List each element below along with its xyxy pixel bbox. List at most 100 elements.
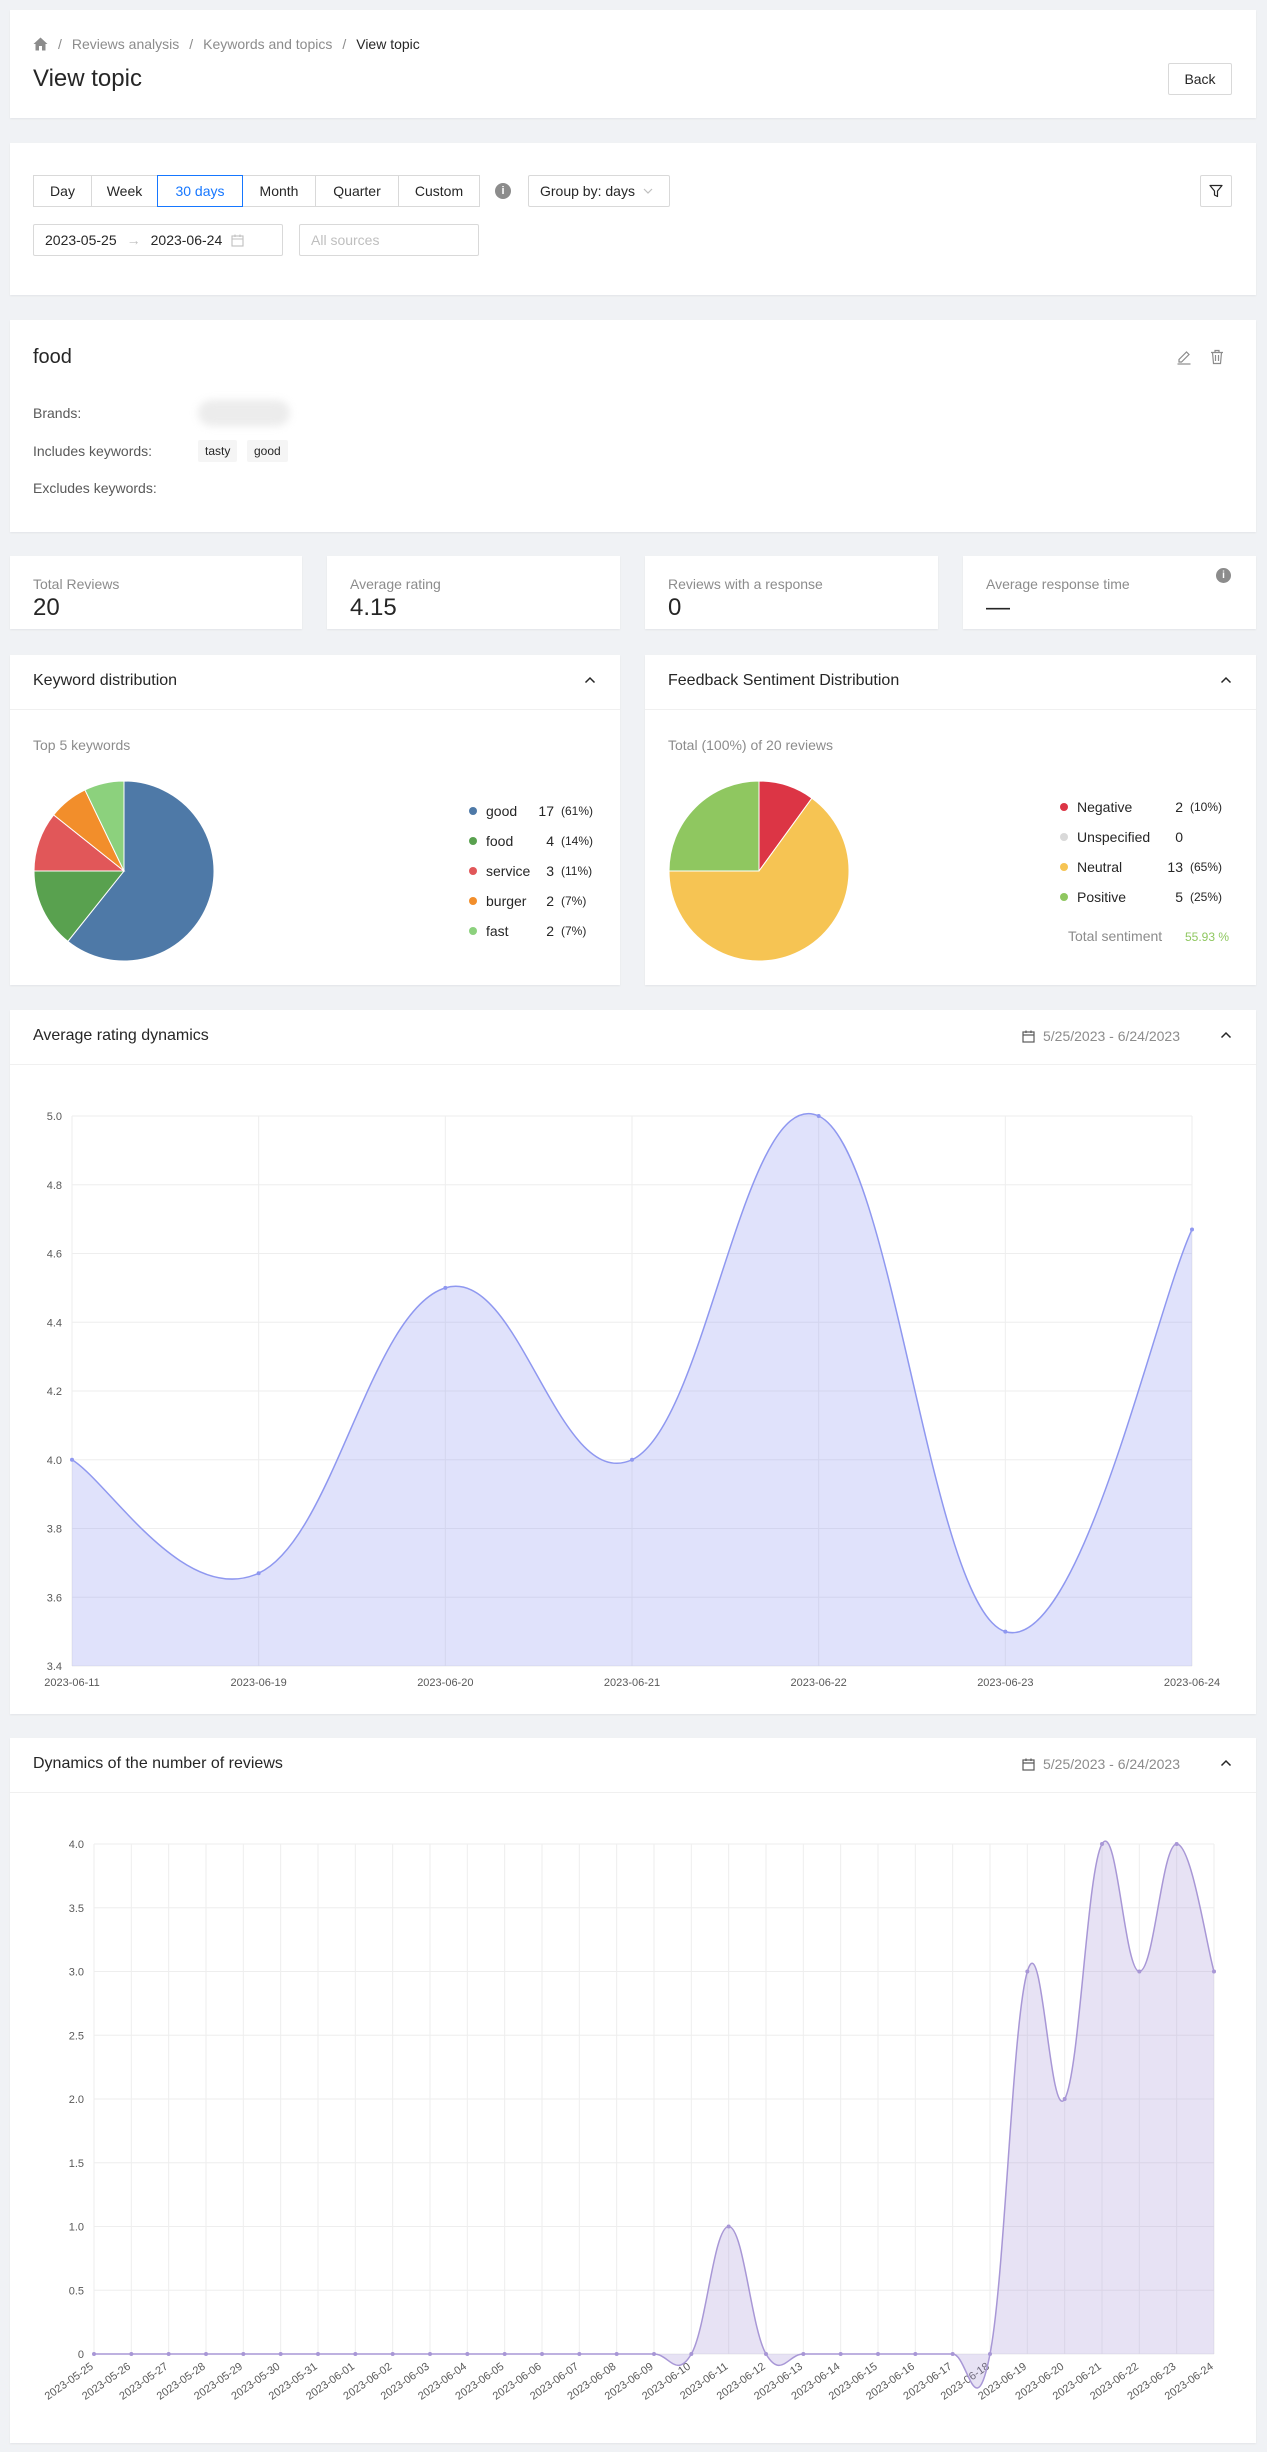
pie-slice [668,780,760,872]
data-point [689,2352,694,2356]
legend-count: 0 [1175,829,1183,845]
period-month[interactable]: Month [242,175,316,207]
legend-dot [469,867,477,875]
delete-icon[interactable] [1209,349,1225,365]
period-quarter[interactable]: Quarter [315,175,399,207]
legend-pct: (65%) [1190,860,1223,874]
topic-card: food Brands: Includes keywords: tasty go… [10,320,1256,532]
page-header: / Reviews analysis / Keywords and topics… [10,10,1256,118]
stat-average-response-time: Average response time — i [963,556,1256,629]
legend-item: Neutral 13 (65%) [1060,857,1224,877]
filter-button[interactable] [1200,175,1232,207]
legend-pct: (7%) [561,924,587,938]
period-custom[interactable]: Custom [398,175,480,207]
chevron-up-icon[interactable] [1220,1759,1232,1767]
total-sentiment-value: 55.93 % [1185,930,1230,944]
chevron-up-icon[interactable] [584,676,596,684]
breadcrumb-item-reviews[interactable]: Reviews analysis [71,36,180,52]
data-point [256,1571,261,1576]
group-by-select[interactable]: Group by: days [528,175,670,207]
x-tick-label: 2023-06-11 [44,1677,99,1689]
data-point [1212,1969,1216,1974]
period-30-days[interactable]: 30 days [157,175,243,207]
legend-dot [1060,833,1068,841]
pie-slice [33,870,126,943]
period-week[interactable]: Week [91,175,158,207]
legend-count: 4 [546,833,554,849]
data-point [764,2352,768,2356]
data-point [390,2352,395,2356]
legend-label: burger [486,893,527,909]
data-point [950,2352,955,2356]
back-button[interactable]: Back [1168,63,1232,95]
legend-label: service [486,863,531,879]
legend-item: Negative 2 (10%) [1060,797,1224,817]
data-point [502,2352,507,2356]
y-tick-label: 2.0 [69,2094,84,2106]
data-point [816,1114,821,1118]
date-to[interactable]: 2023-06-24 [150,232,223,248]
x-tick-label: 2023-06-22 [791,1677,847,1689]
y-tick-label: 3.0 [69,1967,84,1979]
sources-select[interactable]: All sources [299,224,479,256]
edit-icon[interactable] [1176,349,1192,365]
breadcrumb-current: View topic [356,36,420,52]
data-point [614,2352,619,2356]
card-title: Dynamics of the number of reviews [33,1755,283,1772]
info-icon[interactable]: i [1216,568,1231,583]
data-point [166,2352,171,2356]
sentiment-subtitle: Total (100%) of 20 reviews [668,737,833,753]
date-range-label[interactable]: 5/25/2023 - 6/24/2023 [1043,1028,1181,1044]
chevron-up-icon[interactable] [1220,1031,1232,1039]
keyword-distribution-card: Keyword distribution Top 5 keywords good… [10,655,620,985]
legend-count: 5 [1175,889,1183,905]
legend-label: fast [486,923,509,939]
pie-slice [84,780,125,872]
stat-label: Reviews with a response [668,576,823,592]
legend-item: fast 2 (7%) [469,921,593,941]
y-tick-label: 3.4 [47,1661,62,1673]
legend-dot [1060,893,1068,901]
stat-label: Average response time [986,576,1130,592]
legend-pct: (14%) [561,834,594,848]
y-tick-label: 4.6 [47,1249,62,1261]
breadcrumb-item-keywords[interactable]: Keywords and topics [203,36,333,52]
arrow-right-icon: → [126,232,141,248]
data-point [801,2352,806,2356]
stat-average-rating: Average rating 4.15 [327,556,620,629]
data-point [204,2352,208,2356]
data-point [577,2352,582,2356]
data-point [129,2352,134,2356]
y-tick-label: 4.4 [47,1317,62,1329]
card-title: Average rating dynamics [33,1027,209,1044]
data-point [988,2352,992,2356]
legend-count: 2 [546,923,554,939]
stat-value: 0 [668,594,682,621]
legend-pct: (7%) [561,894,587,908]
data-point [1137,1969,1142,1974]
y-tick-label: 3.6 [47,1592,62,1604]
chevron-down-icon [643,188,653,194]
date-from[interactable]: 2023-05-25 [45,232,117,248]
card-title: Keyword distribution [33,672,178,689]
pie-slice [668,797,850,962]
legend-count: 2 [546,893,554,909]
data-point [540,2352,544,2356]
info-icon[interactable]: i [495,183,511,199]
home-icon[interactable] [33,37,48,51]
includes-label: Includes keywords: [33,443,153,459]
date-range-label[interactable]: 5/25/2023 - 6/24/2023 [1043,1756,1181,1772]
x-tick-label: 2023-06-23 [977,1677,1033,1689]
series-line [71,1112,1193,1634]
keyword-tag: tasty [198,440,238,462]
data-point [838,2352,843,2356]
filter-icon [1209,184,1223,198]
legend-label: good [486,803,518,819]
stat-reviews-with-response: Reviews with a response 0 [645,556,938,629]
y-tick-label: 4.8 [47,1180,62,1192]
period-day[interactable]: Day [33,175,92,207]
legend-pct: (25%) [1190,890,1223,904]
date-range-picker[interactable]: 2023-05-25 → 2023-06-24 [33,224,283,256]
y-tick-label: 0 [78,2349,84,2361]
chevron-up-icon[interactable] [1220,676,1232,684]
